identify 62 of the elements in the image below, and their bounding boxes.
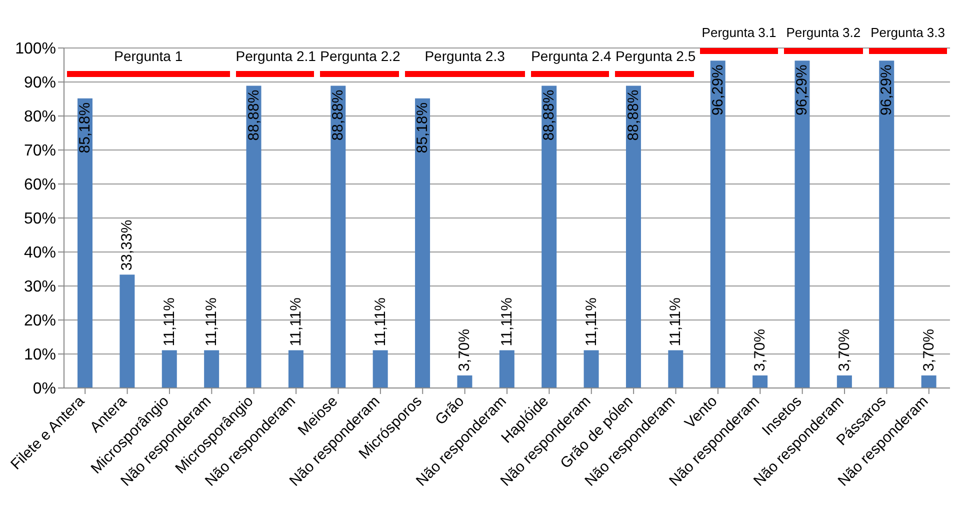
data-label: 11,11% <box>287 298 304 346</box>
bar <box>204 350 220 388</box>
y-tick-label: 40% <box>24 244 56 262</box>
y-tick-label: 70% <box>24 142 56 160</box>
y-tick-label: 0% <box>32 380 56 398</box>
data-label: 11,11% <box>582 298 600 346</box>
bar <box>372 350 388 388</box>
bar <box>330 86 346 388</box>
bar <box>415 98 430 388</box>
y-tick-label: 60% <box>24 176 56 194</box>
bar <box>626 86 641 388</box>
text: Pergunta 3.3 <box>870 25 946 40</box>
annotation: Pergunta 2.5 <box>615 48 696 64</box>
y-tick-label: 90% <box>24 74 56 92</box>
bar <box>668 350 684 388</box>
y-tick-label: 20% <box>24 312 56 330</box>
data-label: 88,88% <box>245 90 262 141</box>
y-tick-label: 10% <box>24 346 56 364</box>
annotation: Pergunta 2.2 <box>320 48 400 64</box>
bar <box>78 98 92 388</box>
text: Pergunta 3.2 <box>785 25 862 40</box>
data-label: 11,11% <box>372 298 389 346</box>
data-label: 11,11% <box>203 298 220 346</box>
data-label: 96,29% <box>878 64 896 116</box>
data-label: 11,11% <box>667 298 684 346</box>
y-tick-label: 30% <box>24 278 56 296</box>
bar <box>246 86 262 388</box>
bar <box>710 60 726 388</box>
y-tick-label: 80% <box>24 108 56 126</box>
annotation: Pergunta 1 <box>113 48 184 64</box>
y-tick-label: 100% <box>15 40 56 58</box>
bar <box>162 350 177 388</box>
data-label: 33,33% <box>118 220 136 271</box>
data-label: 3,70% <box>836 328 853 372</box>
bar <box>794 60 810 388</box>
data-label: 88,88% <box>330 90 347 141</box>
bar <box>457 375 472 388</box>
annotation: Pergunta 2.3 <box>424 48 506 64</box>
data-label: 96,29% <box>794 64 811 116</box>
data-label: 3,70% <box>752 328 769 372</box>
bar <box>499 350 514 388</box>
data-label: 11,11% <box>498 298 516 346</box>
data-label: 85,18% <box>414 102 432 154</box>
data-label: 85,18% <box>76 102 94 154</box>
data-label: 88,88% <box>540 90 558 141</box>
bar <box>288 350 304 388</box>
bar <box>836 375 852 388</box>
bar <box>120 274 135 388</box>
data-label: 96,29% <box>709 64 726 116</box>
bar <box>584 350 599 388</box>
bar <box>879 60 894 388</box>
annotation: Pergunta 2.1 <box>236 48 316 64</box>
data-label: 88,88% <box>624 90 642 141</box>
bar <box>542 86 557 388</box>
annotation: Pergunta 2.4 <box>531 48 612 64</box>
text: Pergunta 3.1 <box>700 25 778 40</box>
data-label: 3,70% <box>456 328 474 372</box>
data-label: 3,70% <box>920 328 938 372</box>
y-tick-label: 50% <box>24 210 56 228</box>
bar <box>921 375 936 388</box>
bar <box>752 375 768 388</box>
data-label: 11,11% <box>160 298 178 346</box>
